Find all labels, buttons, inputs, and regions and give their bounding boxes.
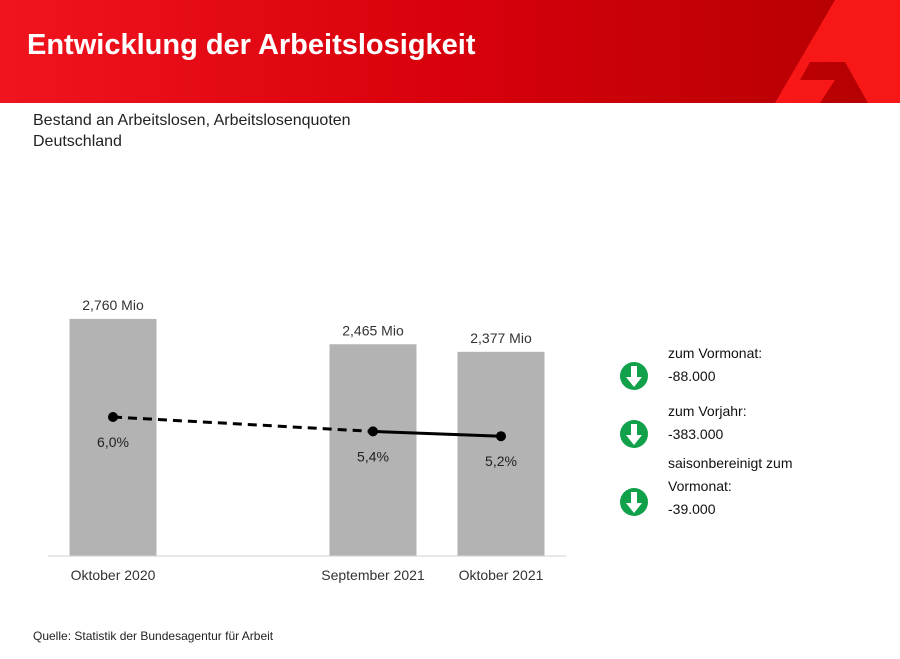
bar [329,344,417,556]
bar [457,351,545,556]
x-tick-label: Oktober 2021 [459,567,544,583]
bar [69,318,157,556]
legend-label: Vormonat: [668,478,732,494]
line-point [496,431,506,442]
line-segment [372,429,502,438]
legend-text: saisonbereinigt zum Vormonat: -39.000 [668,452,793,521]
bar-value-label: 2,760 Mio [82,297,144,313]
subtitle-line2: Deutschland [33,133,122,150]
bar-value-label: 2,377 Mio [470,330,532,346]
x-tick-label: September 2021 [321,567,425,583]
arrow-down-icon [620,420,648,448]
line-segment-dashed [112,415,374,433]
arrow-down-icon [620,362,648,390]
logo-icon [775,0,900,103]
legend-label: zum Vormonat: [668,345,763,361]
chart-subtitle: Bestand an Arbeitslosen, Arbeitslosenquo… [33,110,351,152]
x-tick-label: Oktober 2020 [71,567,156,583]
rate-label: 6,0% [97,434,129,450]
header-banner: Entwicklung der Arbeitslosigkeit [0,0,900,103]
line-point [108,412,118,422]
bar-value-label: 2,465 Mio [342,322,404,338]
rate-label: 5,4% [357,448,389,464]
legend-value: -383.000 [668,426,724,442]
legend-label: saisonbereinigt zum [668,455,793,471]
subtitle-line1: Bestand an Arbeitslosen, Arbeitslosenquo… [33,112,351,129]
rate-label: 5,2% [485,453,517,469]
legend-text: zum Vormonat: -88.000 [668,342,762,388]
legend-value: -39.000 [668,501,716,517]
legend-item: zum Vorjahr: -383.000 [620,403,747,448]
source-note: Quelle: Statistik der Bundesagentur für … [33,629,274,643]
legend-item: zum Vormonat: -88.000 [620,345,762,390]
line-point [368,426,378,437]
legend-text: zum Vorjahr: -383.000 [668,400,747,446]
arrow-down-icon [620,488,648,516]
legend-value: -88.000 [668,368,716,384]
page-title: Entwicklung der Arbeitslosigkeit [27,29,476,61]
legend-item: saisonbereinigt zum Vormonat: -39.000 [620,455,793,517]
legend-label: zum Vorjahr: [668,403,747,419]
